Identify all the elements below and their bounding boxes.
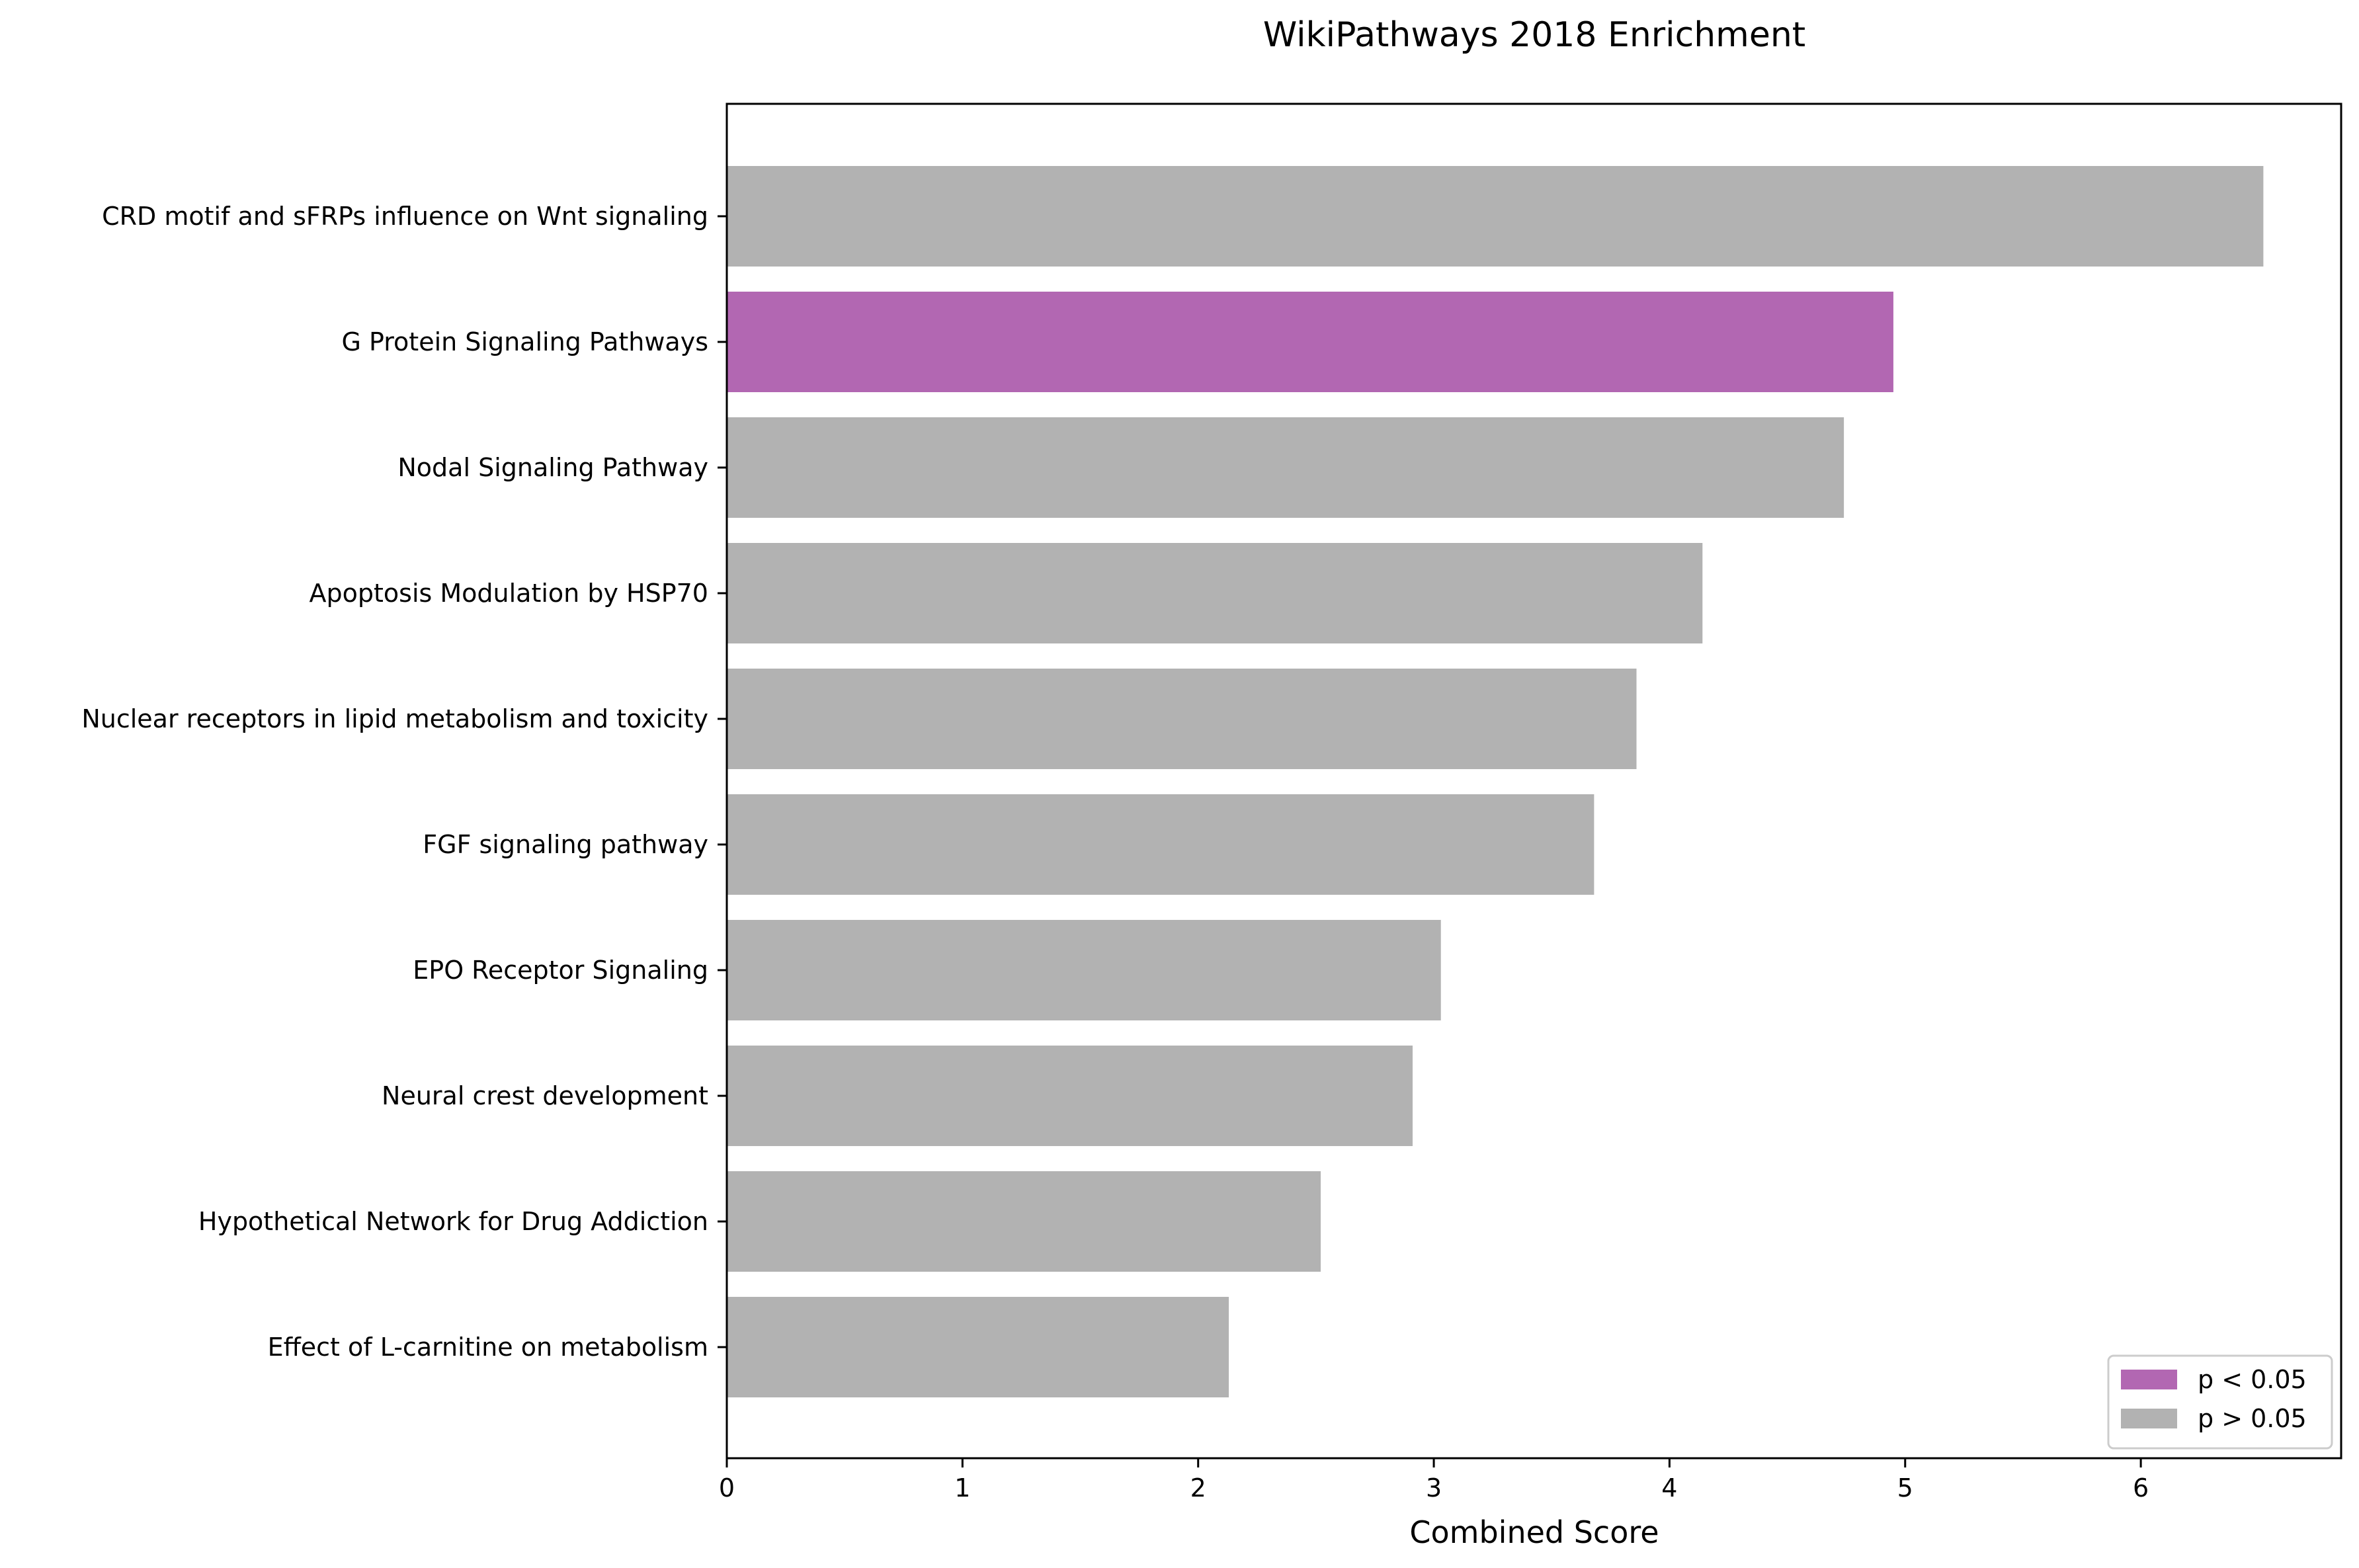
x-axis-label: Combined Score	[1409, 1514, 1659, 1550]
chart-title: WikiPathways 2018 Enrichment	[1263, 15, 1805, 55]
x-tick-label: 6	[2133, 1473, 2149, 1503]
plot-frame	[725, 103, 2342, 1460]
y-tick-label: Hypothetical Network for Drug Addiction	[198, 1207, 708, 1236]
bar	[727, 417, 1844, 518]
y-tick-label: Effect of L-carnitine on metabolism	[268, 1333, 708, 1362]
x-tick-label: 1	[954, 1473, 970, 1503]
x-axis: 0 1 2 3 4 5 6	[719, 1458, 2149, 1503]
bar	[727, 920, 1441, 1020]
x-tick-label: 0	[719, 1473, 735, 1503]
bar	[727, 292, 1893, 392]
bar	[727, 1171, 1321, 1272]
bar	[727, 1046, 1413, 1146]
y-axis: CRD motif and sFRPs influence on Wnt sig…	[81, 202, 727, 1362]
bar	[727, 543, 1703, 643]
x-tick-label: 5	[1897, 1473, 1913, 1503]
y-tick-label: CRD motif and sFRPs influence on Wnt sig…	[102, 202, 708, 231]
legend-swatch-significant	[2121, 1370, 2177, 1389]
y-tick-label: EPO Receptor Signaling	[413, 956, 708, 985]
bar	[727, 166, 2264, 267]
bars-group	[727, 166, 2264, 1397]
bar	[727, 669, 1637, 769]
bar	[727, 794, 1594, 895]
x-tick-label: 3	[1426, 1473, 1442, 1503]
x-tick-label: 2	[1190, 1473, 1206, 1503]
y-tick-label: FGF signaling pathway	[423, 830, 708, 859]
legend-swatch-not-significant	[2121, 1409, 2177, 1428]
x-tick-label: 4	[1661, 1473, 1677, 1503]
y-tick-label: Nodal Signaling Pathway	[397, 453, 708, 482]
legend: p < 0.05 p > 0.05	[2107, 1354, 2333, 1450]
y-tick-label: G Protein Signaling Pathways	[341, 327, 708, 356]
y-tick-label: Nuclear receptors in lipid metabolism an…	[81, 704, 708, 733]
bar	[727, 1297, 1229, 1397]
y-tick-label: Neural crest development	[382, 1081, 708, 1110]
legend-label-not-significant: p > 0.05	[2198, 1404, 2307, 1433]
legend-label-significant: p < 0.05	[2198, 1365, 2307, 1394]
y-tick-label: Apoptosis Modulation by HSP70	[310, 579, 708, 608]
